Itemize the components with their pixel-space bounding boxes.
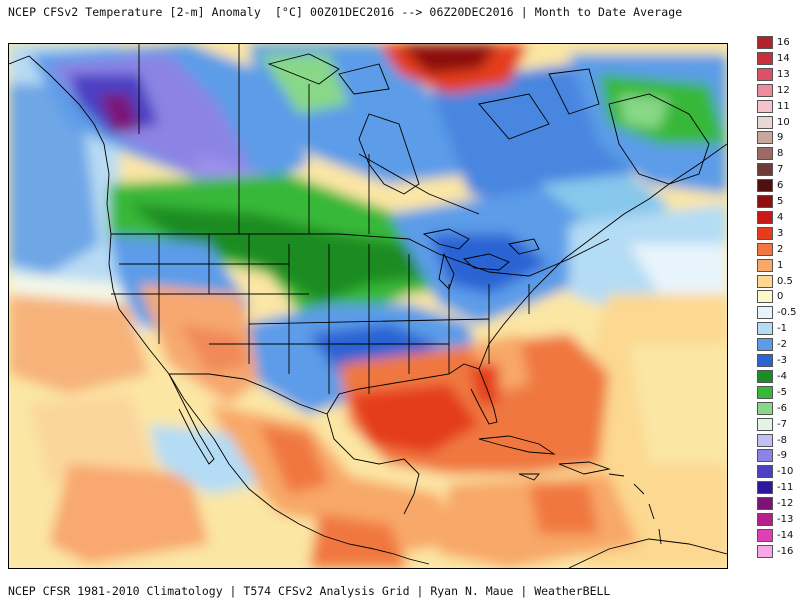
legend-label: 8 <box>777 148 784 160</box>
legend-label: 5 <box>777 196 784 207</box>
legend-swatch <box>757 131 773 145</box>
legend-swatch <box>757 417 773 431</box>
legend-swatch <box>757 51 773 65</box>
legend-swatch <box>757 36 773 49</box>
legend-swatch <box>757 465 773 479</box>
legend-label: -12 <box>777 498 794 510</box>
anomaly-map <box>8 43 728 569</box>
legend-swatch <box>757 401 773 415</box>
legend-label: 0.5 <box>777 275 793 287</box>
legend-label: -8 <box>777 434 787 446</box>
legend-label: -14 <box>777 529 794 541</box>
legend-label: -10 <box>777 466 794 478</box>
legend-label: -1 <box>777 323 787 335</box>
legend-swatch <box>757 322 773 336</box>
legend-swatch <box>757 290 773 304</box>
legend-label: 0 <box>777 291 784 303</box>
legend-label: 11 <box>777 100 790 112</box>
legend-swatch <box>757 497 773 511</box>
legend-label: 16 <box>777 37 790 48</box>
legend-swatch <box>757 226 773 240</box>
legend-label: 13 <box>777 68 790 80</box>
legend-label: 10 <box>777 116 790 128</box>
legend-label: -7 <box>777 418 787 430</box>
legend-label: -11 <box>777 482 794 494</box>
legend-swatch <box>757 274 773 288</box>
legend-swatch <box>757 528 773 542</box>
legend-swatch <box>757 354 773 367</box>
legend-label: -0.5 <box>777 307 797 319</box>
legend-swatch <box>757 67 773 81</box>
legend-label: 7 <box>777 164 784 176</box>
anomaly-shading <box>9 44 727 568</box>
legend-label: -13 <box>777 514 794 525</box>
legend-label: -9 <box>777 450 787 462</box>
legend-swatch <box>757 385 773 399</box>
legend-label: 14 <box>777 52 790 64</box>
legend-label: -16 <box>777 545 794 557</box>
legend-swatch <box>757 179 773 193</box>
legend-swatch <box>757 433 773 447</box>
legend-swatch <box>757 306 773 320</box>
coastline-borders <box>9 44 727 568</box>
legend-swatch <box>757 513 773 526</box>
legend-swatch <box>757 338 773 352</box>
legend-label: 9 <box>777 132 784 144</box>
legend-swatch <box>757 83 773 97</box>
map-title: NCEP CFSv2 Temperature [2-m] Anomaly [°C… <box>8 5 683 19</box>
legend-label: 4 <box>777 211 784 223</box>
legend-swatch <box>757 163 773 177</box>
legend-label: 6 <box>777 180 784 192</box>
legend-swatch <box>757 258 773 272</box>
legend-swatch <box>757 369 773 383</box>
legend-swatch <box>757 195 773 208</box>
legend-label: -5 <box>777 386 787 398</box>
legend-swatch <box>757 242 773 256</box>
legend-label: 2 <box>777 243 784 255</box>
legend-label: -6 <box>777 402 787 414</box>
legend-swatch <box>757 210 773 224</box>
legend-swatch <box>757 115 773 129</box>
map-footer: NCEP CFSR 1981-2010 Climatology | T574 C… <box>8 584 611 598</box>
legend-label: 3 <box>777 227 784 239</box>
legend-swatch <box>757 481 773 495</box>
legend-swatch <box>757 99 773 113</box>
anomaly-map-canvas <box>9 44 727 568</box>
legend-swatch <box>757 449 773 463</box>
legend-label: 1 <box>777 259 784 271</box>
legend-label: -3 <box>777 355 787 366</box>
legend-label: -2 <box>777 339 787 351</box>
legend-swatch <box>757 544 773 558</box>
legend-label: -4 <box>777 370 787 382</box>
legend-swatch <box>757 147 773 161</box>
legend-label: 12 <box>777 84 790 96</box>
